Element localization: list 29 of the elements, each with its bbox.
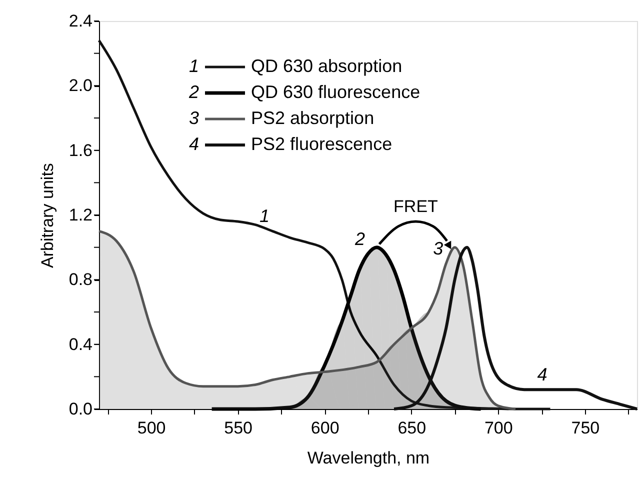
x-axis-title: Wavelength, nm	[307, 448, 430, 468]
legend-label: PS2 fluorescence	[251, 134, 392, 154]
x-tick-label: 700	[484, 418, 513, 438]
text: 3	[188, 108, 199, 128]
annotation: 3	[433, 238, 444, 258]
line-series	[98, 39, 552, 410]
y-tick-label: 0.8	[68, 270, 92, 290]
text: 4	[188, 134, 199, 154]
y-tick-label: 2.0	[68, 76, 92, 96]
x-tick-label: 550	[224, 418, 253, 438]
x-tick-label: 750	[571, 418, 600, 438]
y-tick-label: 0.0	[68, 400, 92, 418]
legend-label: QD 630 absorption	[251, 56, 402, 76]
legend-label: QD 630 fluorescence	[251, 82, 420, 102]
legend-label: PS2 absorption	[251, 108, 374, 128]
x-tick-label: 500	[137, 418, 166, 438]
text: 2	[188, 82, 199, 102]
annotation: 1	[260, 206, 270, 226]
annotation: 2	[354, 228, 365, 249]
annotation: 4	[537, 364, 548, 385]
y-tick-label: 1.2	[68, 206, 92, 224]
x-tick-label: 650	[398, 418, 426, 438]
annotation: FRET	[394, 196, 438, 216]
x-tick-label: 600	[310, 418, 340, 438]
y-axis-title: Arbitrary units	[38, 163, 57, 268]
y-tick-label: 1.6	[68, 140, 92, 160]
text: 1	[188, 56, 199, 76]
y-tick-label: 2.4	[68, 12, 92, 30]
y-tick-label: 0.4	[68, 334, 92, 354]
